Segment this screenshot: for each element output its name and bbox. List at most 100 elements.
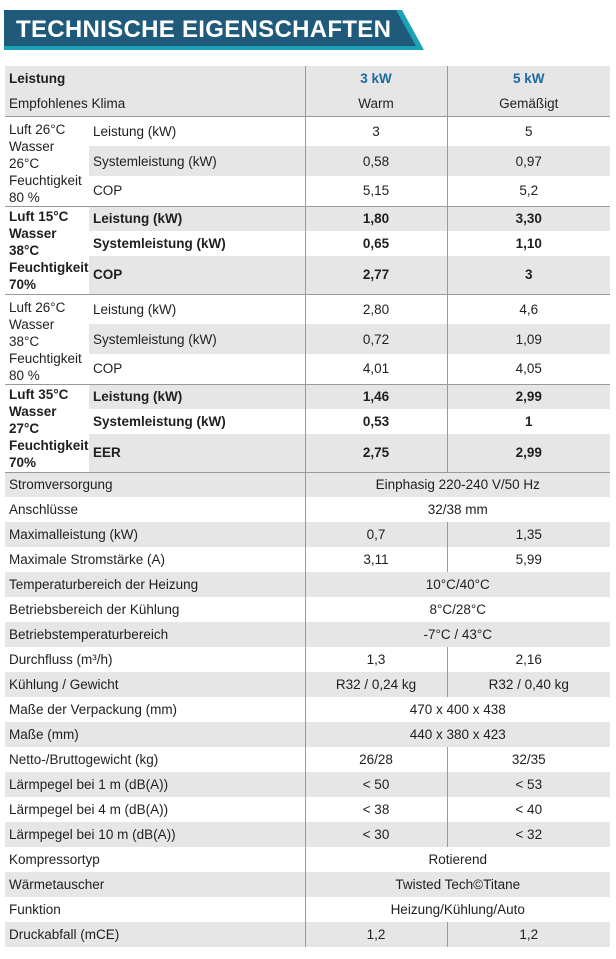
table-row: Funktion Heizung/Kühlung/Auto (5, 897, 610, 922)
row-label: Druckabfall (mCE) (5, 922, 305, 947)
row-value-model-1: 0,7 (304, 522, 447, 547)
row-value-model-2: 1,35 (446, 522, 610, 547)
table-row: Temperaturbereich der Heizung 10°C/40°C (5, 572, 610, 597)
row-label: Kühlung / Gewicht (5, 672, 305, 697)
row-value-shared: 32/38 mm (304, 497, 610, 522)
row-value-model-1: 2,80 (304, 293, 447, 324)
table-row: Luft 26°C Wasser 38°C Feuchtigkeit 80 % L… (5, 293, 610, 384)
row-value-model-1: 1,80 (304, 205, 447, 231)
table-row: Betriebstemperaturbereich -7°C / 43°C (5, 622, 610, 647)
header-banner (4, 10, 424, 50)
header-label: Leistung (5, 66, 305, 91)
row-value-model-2: 1 (446, 409, 610, 434)
table-row: Durchfluss (m³/h) 1,3 2,16 (5, 647, 610, 672)
row-value-model-1: < 50 (304, 772, 447, 797)
row-value-model-2: 0,97 (446, 146, 610, 176)
test-condition: Luft 35°C Wasser 27°C Feuchtigkeit 70% (5, 383, 89, 472)
row-value-model-2: 1,2 (446, 922, 610, 947)
row-value-model-1: 26/28 (304, 747, 447, 772)
table-row: Kühlung / Gewicht R32 / 0,24 kg R32 / 0,40… (5, 672, 610, 697)
section-header: TECHNISCHE EIGENSCHAFTEN (4, 10, 424, 50)
row-value-shared: 10°C/40°C (304, 572, 610, 597)
test-condition: Luft 26°C Wasser 26°C Feuchtigkeit 80 % (5, 115, 89, 206)
test-condition: Luft 26°C Wasser 38°C Feuchtigkeit 80 % (5, 293, 89, 384)
row-label: Temperaturbereich der Heizung (5, 572, 305, 597)
row-label: Systemleistung (kW) (89, 146, 305, 176)
table-row: Luft 26°C Wasser 26°C Feuchtigkeit 80 % L… (5, 115, 610, 206)
row-value-model-1: 1,3 (304, 647, 447, 672)
spec-table-body: Leistung 3 kW 5 kW Empfohlenes Klima Warm Gem… (5, 66, 610, 947)
row-label: Wärmetauscher (5, 872, 305, 897)
row-value-model-1: 1,46 (304, 383, 447, 409)
row-label: Systemleistung (kW) (89, 231, 305, 256)
row-label: COP (89, 354, 305, 384)
row-value-model-2: Gemäßigt (446, 91, 610, 116)
row-label: Betriebstemperaturbereich (5, 622, 305, 647)
table-row: Netto-/Bruttogewicht (kg) 26/28 32/35 (5, 747, 610, 772)
row-value-model-2: 3 (446, 256, 610, 294)
table-row: EER 2,75 2,99 (5, 434, 610, 472)
table-row: Druckabfall (mCE) 1,2 1,2 (5, 922, 610, 947)
row-value-model-1: 1,2 (304, 922, 447, 947)
table-header-row: Leistung 3 kW 5 kW (5, 66, 610, 91)
row-label: Systemleistung (kW) (89, 409, 305, 434)
row-value-model-1: R32 / 0,24 kg (304, 672, 447, 697)
row-value-model-2: 5,2 (446, 176, 610, 206)
table-row: Kompressortyp Rotierend (5, 847, 610, 872)
row-value-model-1: 2,77 (304, 256, 447, 294)
row-value-model-1: Warm (304, 91, 447, 116)
table-row: Maße (mm) 440 x 380 x 423 (5, 722, 610, 747)
row-value-model-2: 2,16 (446, 647, 610, 672)
row-value-model-2: < 53 (446, 772, 610, 797)
row-label: Funktion (5, 897, 305, 922)
row-value-shared: 470 x 400 x 438 (304, 697, 610, 722)
table-row: COP 5,15 5,2 (5, 176, 610, 206)
table-row: Maße der Verpackung (mm) 470 x 400 x 438 (5, 697, 610, 722)
row-value-model-1: 0,53 (304, 409, 447, 434)
row-label: Stromversorgung (5, 471, 305, 497)
row-label: Maximalleistung (kW) (5, 522, 305, 547)
row-value-model-1: 3,11 (304, 547, 447, 572)
table-row: Luft 15°C Wasser 38°C Feuchtigkeit 70% Le… (5, 205, 610, 294)
row-value-shared: Rotierend (304, 847, 610, 872)
row-value-model-2: R32 / 0,40 kg (446, 672, 610, 697)
row-value-model-1: 0,65 (304, 231, 447, 256)
table-row: Lärmpegel bei 1 m (dB(A)) < 50 < 53 (5, 772, 610, 797)
model-2-header: 5 kW (446, 66, 610, 91)
table-row: Maximalleistung (kW) 0,7 1,35 (5, 522, 610, 547)
table-row: Lärmpegel bei 10 m (dB(A)) < 30 < 32 (5, 822, 610, 847)
row-label: Systemleistung (kW) (89, 324, 305, 354)
row-value-model-2: 5,99 (446, 547, 610, 572)
row-label: Leistung (kW) (89, 383, 305, 409)
row-value-model-2: 1,09 (446, 324, 610, 354)
row-value-model-1: 3 (304, 115, 447, 146)
row-label: Leistung (kW) (89, 293, 305, 324)
row-value-model-1: 2,75 (304, 434, 447, 472)
row-value-model-1: 0,58 (304, 146, 447, 176)
row-value-model-2: 2,99 (446, 434, 610, 472)
row-value-model-2: 1,10 (446, 231, 610, 256)
row-value-model-1: 5,15 (304, 176, 447, 206)
row-value-model-2: 5 (446, 115, 610, 146)
row-value-shared: -7°C / 43°C (304, 622, 610, 647)
row-value-model-2: 4,05 (446, 354, 610, 384)
row-label: COP (89, 176, 305, 206)
row-label: Lärmpegel bei 1 m (dB(A)) (5, 772, 305, 797)
table-row: Maximale Stromstärke (A) 3,11 5,99 (5, 547, 610, 572)
table-row: Anschlüsse 32/38 mm (5, 497, 610, 522)
row-label: Leistung (kW) (89, 205, 305, 231)
row-value-model-2: 4,6 (446, 293, 610, 324)
table-row: Wärmetauscher Twisted Tech©Titane (5, 872, 610, 897)
row-value-model-2: 3,30 (446, 205, 610, 231)
row-label: Betriebsbereich der Kühlung (5, 597, 305, 622)
row-value-model-1: < 38 (304, 797, 447, 822)
table-row: Betriebsbereich der Kühlung 8°C/28°C (5, 597, 610, 622)
table-row: Empfohlenes Klima Warm Gemäßigt (5, 91, 610, 116)
row-value-model-2: < 40 (446, 797, 610, 822)
row-label: Anschlüsse (5, 497, 305, 522)
row-label: Maximale Stromstärke (A) (5, 547, 305, 572)
row-value-shared: 8°C/28°C (304, 597, 610, 622)
table-row: Systemleistung (kW) 0,53 1 (5, 409, 610, 434)
table-row: Lärmpegel bei 4 m (dB(A)) < 38 < 40 (5, 797, 610, 822)
row-label: EER (89, 434, 305, 472)
